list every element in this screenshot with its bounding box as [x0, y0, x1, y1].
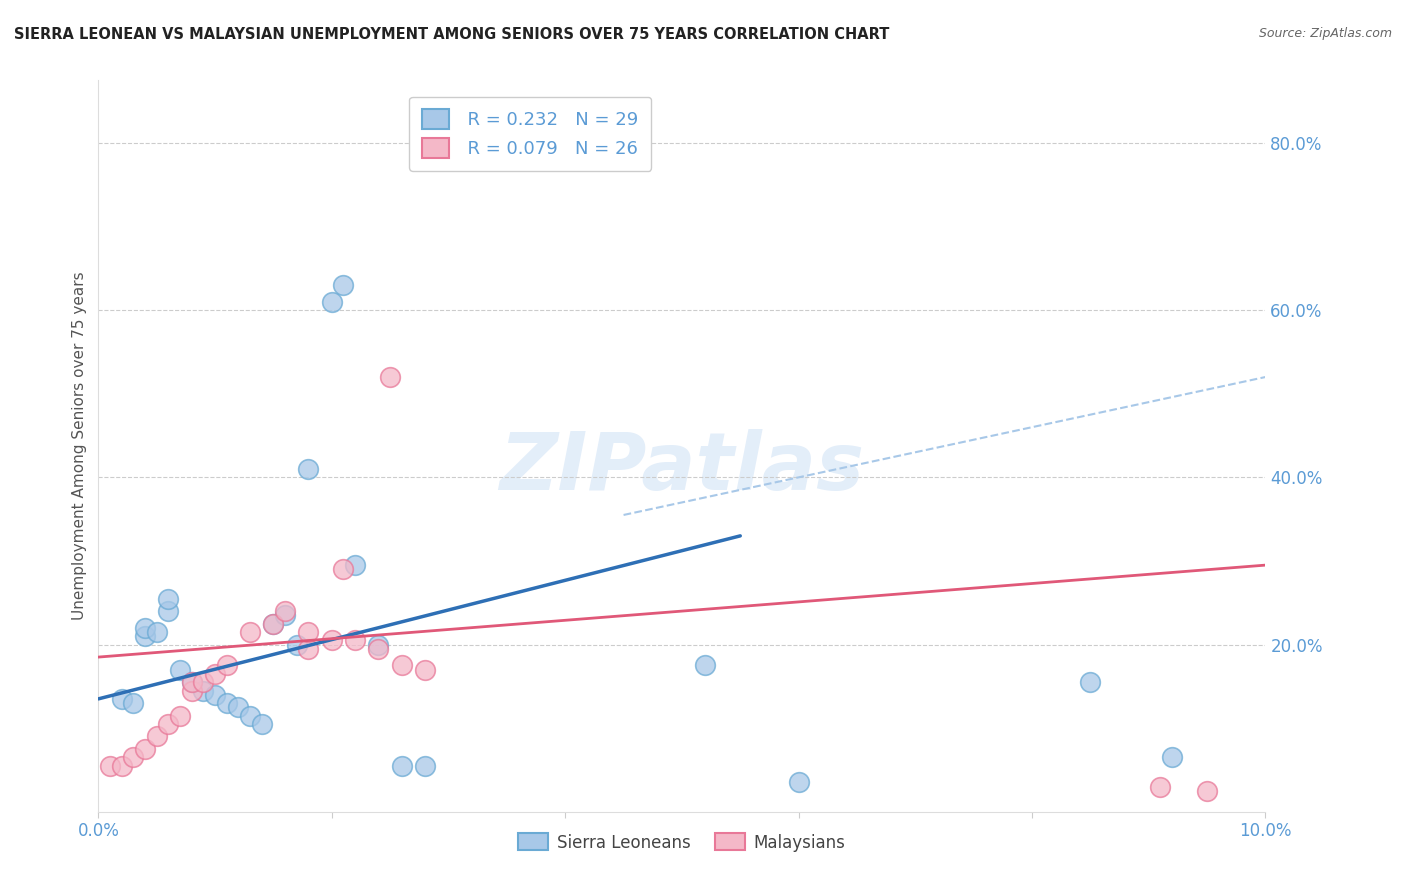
Point	[332, 278, 354, 293]
Point	[274, 608, 297, 623]
Legend: Sierra Leoneans, Malaysians: Sierra Leoneans, Malaysians	[512, 827, 852, 858]
Point	[367, 641, 389, 656]
Point	[134, 621, 156, 635]
Point	[111, 758, 134, 772]
Point	[297, 625, 319, 640]
Point	[122, 750, 145, 764]
Point	[380, 370, 402, 384]
Point	[169, 708, 191, 723]
Point	[787, 775, 810, 789]
Point	[1080, 675, 1102, 690]
Text: SIERRA LEONEAN VS MALAYSIAN UNEMPLOYMENT AMONG SENIORS OVER 75 YEARS CORRELATION: SIERRA LEONEAN VS MALAYSIAN UNEMPLOYMENT…	[14, 27, 890, 42]
Point	[239, 625, 262, 640]
Point	[111, 691, 134, 706]
Point	[274, 604, 297, 618]
Point	[391, 758, 413, 772]
Y-axis label: Unemployment Among Seniors over 75 years: Unemployment Among Seniors over 75 years	[72, 272, 87, 620]
Point	[239, 708, 262, 723]
Point	[344, 633, 367, 648]
Point	[204, 688, 226, 702]
Point	[695, 658, 717, 673]
Point	[1195, 784, 1218, 798]
Point	[180, 683, 202, 698]
Point	[297, 641, 319, 656]
Point	[146, 625, 169, 640]
Point	[180, 675, 202, 690]
Point	[157, 604, 180, 618]
Point	[250, 717, 273, 731]
Point	[332, 562, 354, 576]
Point	[367, 638, 389, 652]
Point	[180, 675, 202, 690]
Point	[228, 700, 250, 714]
Point	[1161, 750, 1184, 764]
Point	[321, 294, 343, 309]
Point	[146, 730, 169, 744]
Point	[157, 591, 180, 606]
Point	[169, 663, 191, 677]
Point	[134, 742, 156, 756]
Point	[193, 683, 215, 698]
Point	[193, 675, 215, 690]
Point	[262, 616, 284, 631]
Point	[1149, 780, 1171, 794]
Point	[285, 638, 308, 652]
Point	[321, 633, 343, 648]
Point	[204, 666, 226, 681]
Text: Source: ZipAtlas.com: Source: ZipAtlas.com	[1258, 27, 1392, 40]
Point	[413, 663, 436, 677]
Point	[134, 629, 156, 643]
Point	[413, 758, 436, 772]
Point	[122, 696, 145, 710]
Point	[391, 658, 413, 673]
Point	[215, 658, 238, 673]
Point	[344, 558, 367, 573]
Text: ZIPatlas: ZIPatlas	[499, 429, 865, 507]
Point	[215, 696, 238, 710]
Point	[98, 758, 121, 772]
Point	[297, 462, 319, 476]
Point	[262, 616, 284, 631]
Point	[157, 717, 180, 731]
